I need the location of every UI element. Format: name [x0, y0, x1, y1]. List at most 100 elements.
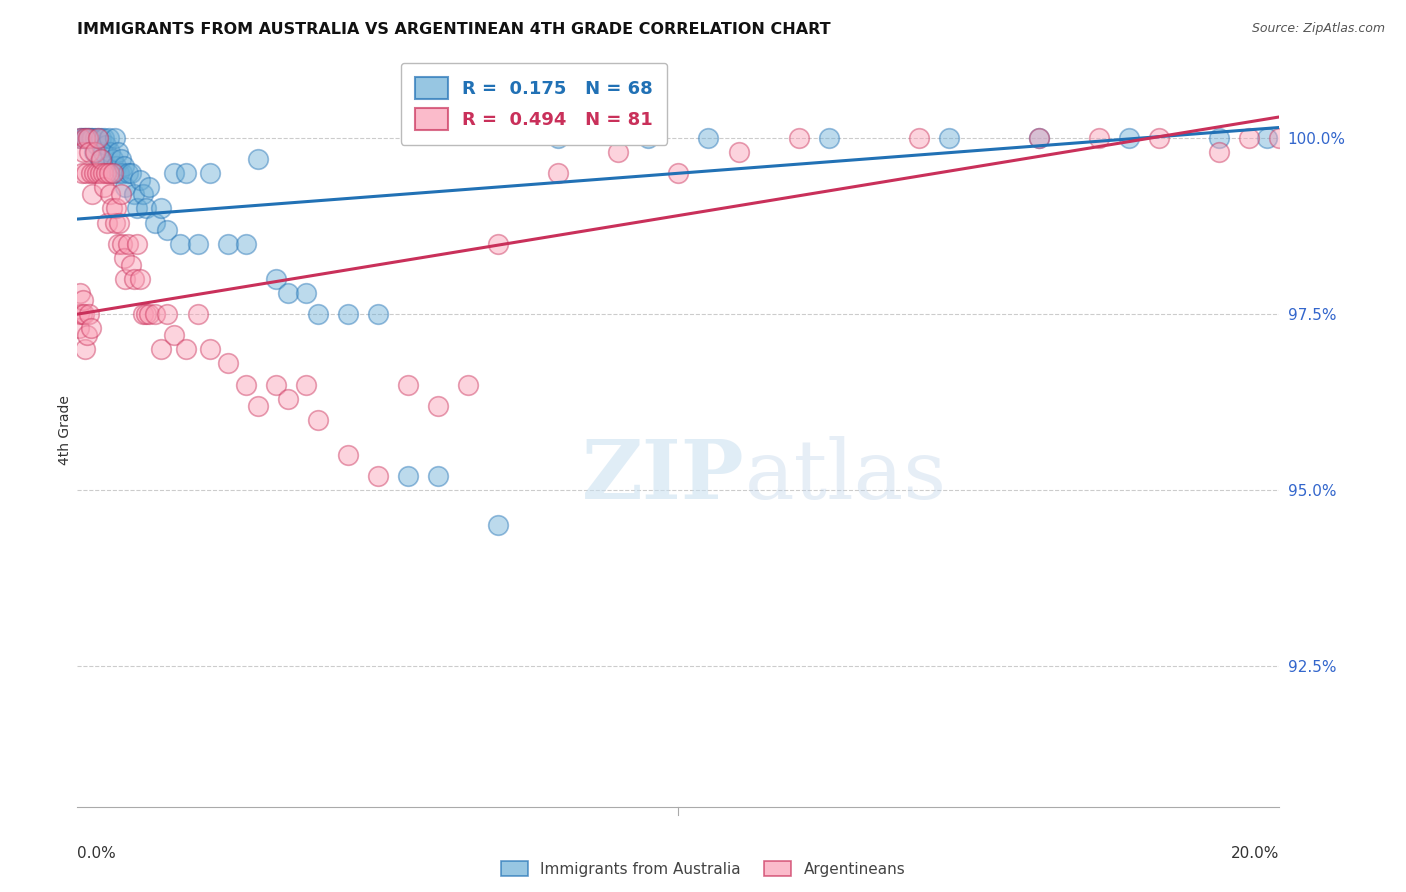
Point — [668, 166, 690, 180]
Point — [96, 216, 118, 230]
Point — [637, 131, 659, 145]
Point — [75, 343, 97, 357]
Point — [294, 286, 316, 301]
Point — [69, 286, 91, 301]
Point — [70, 131, 93, 145]
Text: 0.0%: 0.0% — [77, 846, 117, 861]
Point — [138, 307, 160, 321]
Point — [162, 166, 184, 180]
Legend: R =  0.175   N = 68, R =  0.494   N = 81: R = 0.175 N = 68, R = 0.494 N = 81 — [401, 62, 668, 145]
Point — [1149, 131, 1171, 145]
Point — [396, 469, 419, 483]
Point — [104, 131, 127, 145]
Point — [108, 166, 131, 180]
Point — [114, 272, 136, 286]
Point — [67, 307, 90, 321]
Y-axis label: 4th Grade: 4th Grade — [58, 395, 72, 466]
Point — [1028, 131, 1050, 145]
Point — [1208, 145, 1230, 160]
Point — [336, 307, 359, 321]
Point — [89, 166, 111, 180]
Point — [457, 377, 479, 392]
Point — [367, 469, 389, 483]
Point — [1268, 131, 1291, 145]
Point — [246, 399, 269, 413]
Point — [67, 321, 90, 335]
Point — [198, 166, 221, 180]
Point — [174, 166, 197, 180]
Legend: Immigrants from Australia, Argentineans: Immigrants from Australia, Argentineans — [494, 853, 912, 884]
Point — [396, 377, 419, 392]
Point — [76, 328, 98, 343]
Point — [124, 272, 146, 286]
Point — [277, 392, 299, 406]
Point — [93, 131, 115, 145]
Point — [1118, 131, 1140, 145]
Point — [84, 145, 107, 160]
Point — [150, 343, 173, 357]
Point — [75, 131, 97, 145]
Point — [187, 236, 209, 251]
Point — [107, 145, 129, 160]
Point — [87, 131, 110, 145]
Point — [307, 307, 329, 321]
Point — [187, 307, 209, 321]
Point — [103, 152, 125, 166]
Point — [111, 166, 134, 180]
Point — [938, 131, 960, 145]
Point — [97, 166, 120, 180]
Point — [86, 138, 108, 153]
Point — [97, 131, 120, 145]
Point — [162, 328, 184, 343]
Text: Source: ZipAtlas.com: Source: ZipAtlas.com — [1251, 22, 1385, 36]
Point — [150, 202, 173, 216]
Point — [277, 286, 299, 301]
Point — [105, 159, 128, 173]
Point — [127, 236, 149, 251]
Point — [90, 131, 112, 145]
Point — [82, 131, 104, 145]
Point — [336, 448, 359, 462]
Point — [427, 399, 450, 413]
Point — [101, 166, 124, 180]
Point — [427, 469, 450, 483]
Point — [120, 258, 142, 272]
Point — [307, 413, 329, 427]
Point — [77, 131, 100, 145]
Point — [91, 145, 114, 160]
Point — [77, 131, 100, 145]
Point — [367, 307, 389, 321]
Point — [110, 187, 132, 202]
Point — [83, 145, 105, 160]
Point — [1239, 131, 1261, 145]
Point — [135, 307, 157, 321]
Point — [96, 166, 118, 180]
Point — [1256, 131, 1278, 145]
Point — [73, 131, 96, 145]
Point — [547, 166, 569, 180]
Point — [110, 152, 132, 166]
Point — [86, 166, 108, 180]
Point — [79, 131, 101, 145]
Point — [69, 131, 91, 145]
Point — [1028, 131, 1050, 145]
Point — [87, 131, 110, 145]
Point — [84, 131, 107, 145]
Point — [69, 131, 91, 145]
Point — [79, 145, 101, 160]
Point — [73, 307, 96, 321]
Point — [145, 307, 167, 321]
Point — [90, 152, 112, 166]
Point — [817, 131, 839, 145]
Point — [93, 180, 115, 194]
Point — [129, 173, 152, 187]
Point — [117, 236, 139, 251]
Point — [73, 131, 96, 145]
Text: atlas: atlas — [745, 435, 946, 516]
Point — [235, 236, 257, 251]
Point — [91, 166, 114, 180]
Point — [607, 145, 630, 160]
Point — [72, 131, 94, 145]
Point — [727, 145, 749, 160]
Point — [112, 251, 135, 265]
